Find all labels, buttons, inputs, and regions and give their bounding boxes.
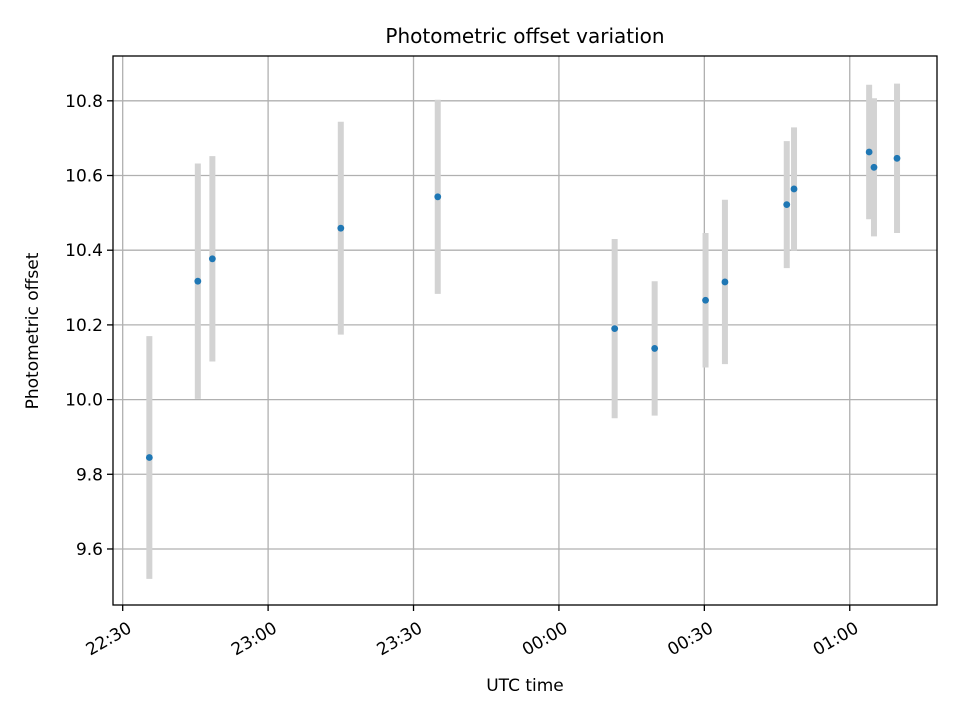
plot-frame — [112, 55, 938, 606]
y-tick-label: 9.6 — [76, 540, 103, 560]
x-tick-label: 22:30 — [83, 618, 135, 660]
tick-layer: 22:30 23:00 23:30 00:00 00:30 01:00 9.6 9.8 10.0… — [65, 92, 862, 660]
x-axis-title: UTC time — [486, 676, 564, 696]
y-tick-label: 10.2 — [65, 316, 103, 336]
y-tick-label: 10.0 — [65, 391, 103, 411]
y-axis-title: Photometric offset — [23, 252, 43, 409]
x-tick-label: 00:30 — [664, 618, 716, 660]
y-tick-label: 9.8 — [76, 465, 103, 485]
data-point — [783, 201, 791, 209]
data-point — [194, 277, 202, 285]
data-point — [145, 454, 153, 461]
data-point — [870, 163, 878, 171]
data-point — [865, 148, 873, 156]
y-tick-label: 10.6 — [65, 167, 103, 187]
errorbar-layer — [146, 83, 901, 579]
data-point — [721, 278, 729, 286]
x-tick-label: 23:00 — [228, 618, 280, 660]
x-tick-label: 00:00 — [519, 618, 571, 660]
data-point — [702, 296, 709, 304]
data-point — [434, 193, 442, 201]
data-point — [208, 255, 216, 263]
data-point — [337, 224, 345, 232]
chart-title: Photometric offset variation — [385, 24, 664, 48]
y-tick-label: 10.8 — [65, 92, 103, 112]
y-tick-label: 10.4 — [65, 241, 103, 261]
point-layer — [145, 148, 901, 461]
data-point — [611, 325, 619, 333]
data-point — [893, 154, 901, 162]
data-point — [790, 185, 798, 193]
data-point — [651, 345, 659, 352]
x-tick-label: 01:00 — [810, 618, 862, 660]
x-tick-label: 23:30 — [374, 618, 426, 660]
grid-layer — [113, 56, 937, 605]
